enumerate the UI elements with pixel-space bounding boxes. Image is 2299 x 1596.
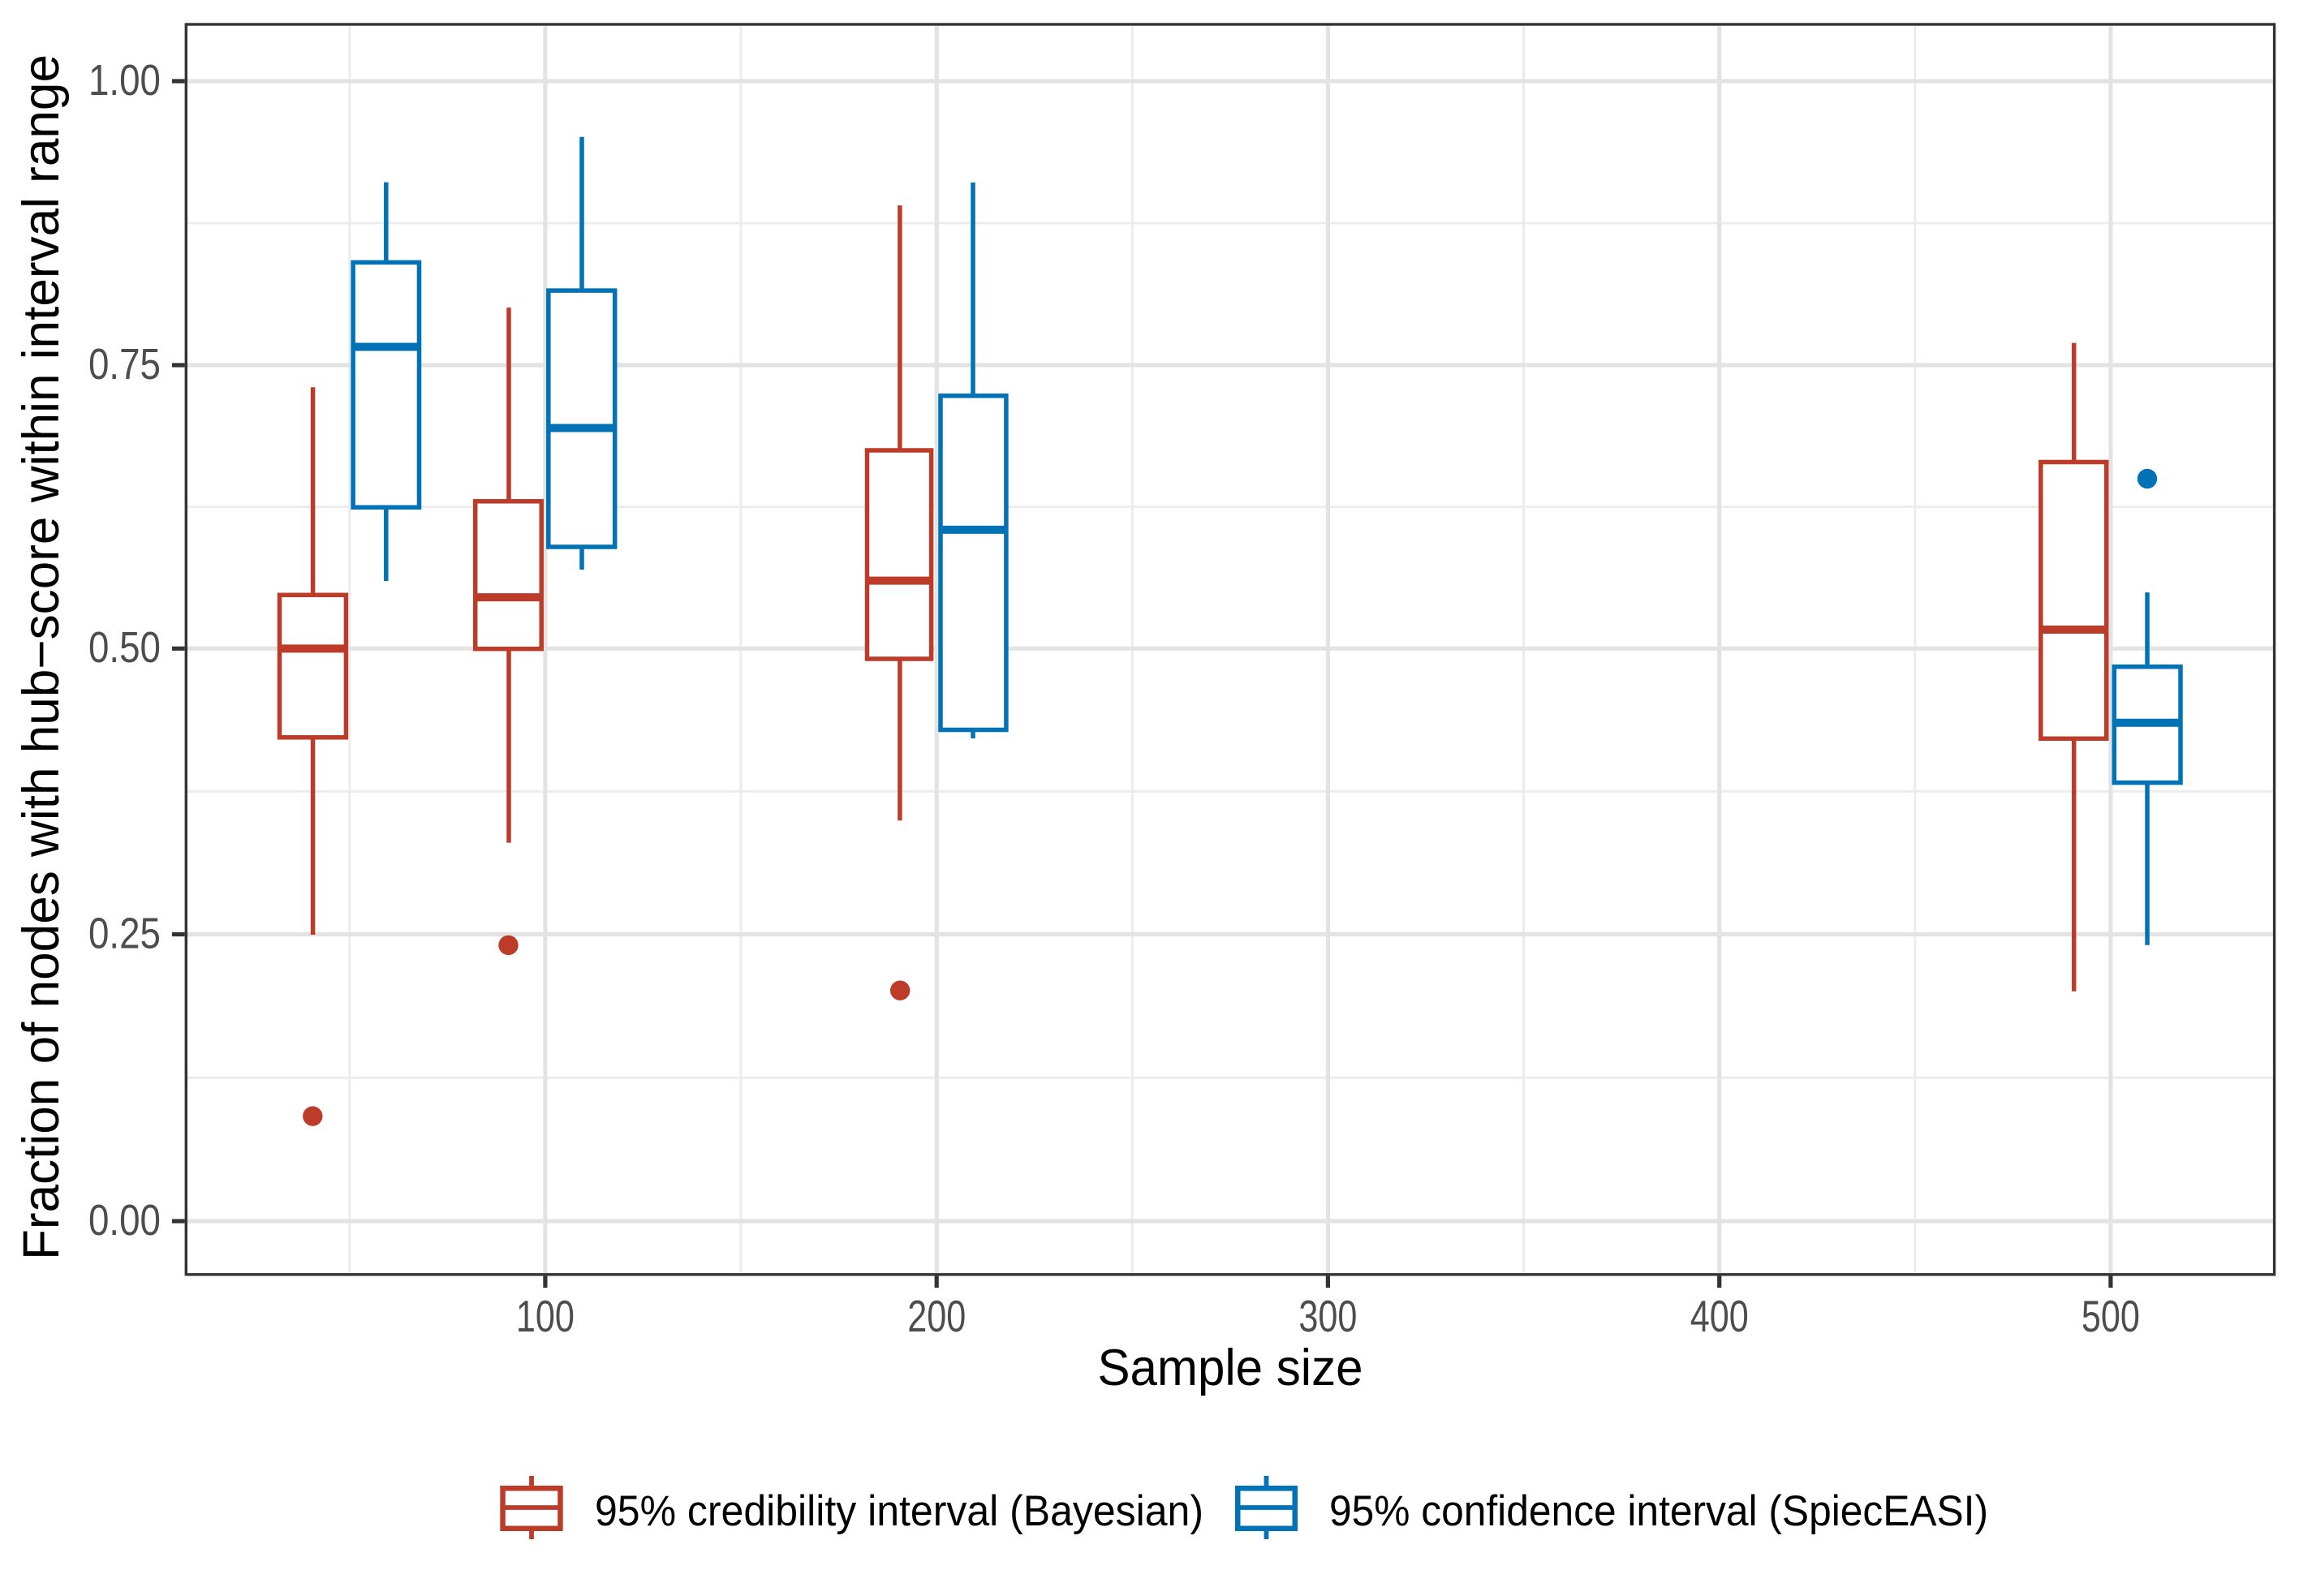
svg-text:0.25: 0.25 (88, 909, 161, 957)
svg-text:400: 400 (1690, 1291, 1749, 1341)
svg-text:500: 500 (2082, 1291, 2140, 1341)
svg-text:95% confidence interval (Spiec: 95% confidence interval (SpiecEASI) (1329, 1487, 1988, 1535)
svg-text:0.50: 0.50 (88, 623, 161, 672)
svg-text:200: 200 (907, 1291, 966, 1341)
svg-text:300: 300 (1298, 1291, 1357, 1341)
svg-text:0.75: 0.75 (88, 340, 161, 389)
svg-text:95% credibility interval (Baye: 95% credibility interval (Bayesian) (595, 1487, 1203, 1535)
svg-text:1.00: 1.00 (88, 56, 161, 105)
svg-text:Fraction of nodes with hub−sco: Fraction of nodes with hub−score within … (13, 54, 70, 1260)
svg-text:0.00: 0.00 (88, 1196, 161, 1245)
svg-text:100: 100 (516, 1291, 575, 1341)
svg-text:Sample size: Sample size (1098, 1340, 1363, 1396)
